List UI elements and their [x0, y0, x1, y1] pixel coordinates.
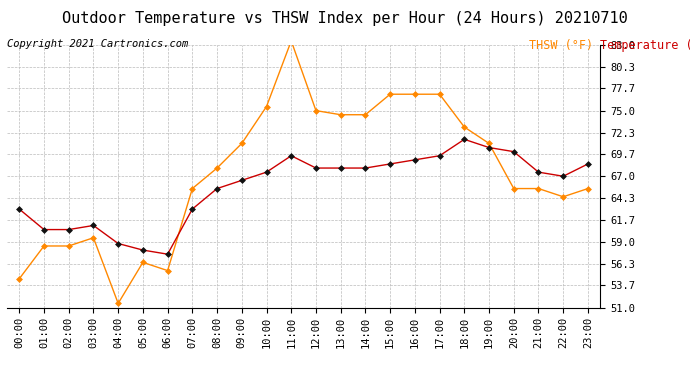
Text: Copyright 2021 Cartronics.com: Copyright 2021 Cartronics.com: [7, 39, 188, 50]
Text: Temperature (°F): Temperature (°F): [600, 39, 690, 53]
Text: THSW (°F): THSW (°F): [529, 39, 600, 53]
Text: Outdoor Temperature vs THSW Index per Hour (24 Hours) 20210710: Outdoor Temperature vs THSW Index per Ho…: [62, 11, 628, 26]
